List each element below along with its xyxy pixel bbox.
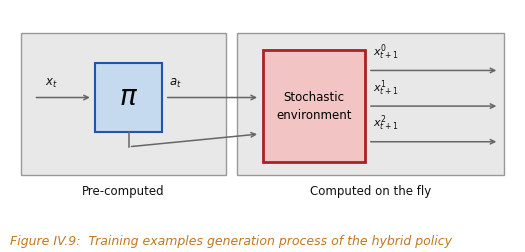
Text: $x_{t+1}^{2}$: $x_{t+1}^{2}$: [373, 114, 399, 133]
Text: Pre-computed: Pre-computed: [82, 185, 165, 198]
Bar: [237, 33, 505, 175]
Text: $\pi$: $\pi$: [119, 84, 138, 111]
Text: $a_t$: $a_t$: [169, 77, 181, 90]
Text: $x_{t+1}^{1}$: $x_{t+1}^{1}$: [373, 78, 399, 98]
Text: $x_{t+1}^{0}$: $x_{t+1}^{0}$: [373, 42, 399, 62]
Text: Figure IV.9:  Training examples generation process of the hybrid policy: Figure IV.9: Training examples generatio…: [10, 235, 453, 248]
Text: $x_t$: $x_t$: [45, 77, 58, 90]
Bar: [96, 63, 162, 132]
Bar: [20, 33, 226, 175]
Bar: [262, 50, 365, 162]
Text: Stochastic
environment: Stochastic environment: [276, 90, 352, 122]
Text: Computed on the fly: Computed on the fly: [310, 185, 431, 198]
